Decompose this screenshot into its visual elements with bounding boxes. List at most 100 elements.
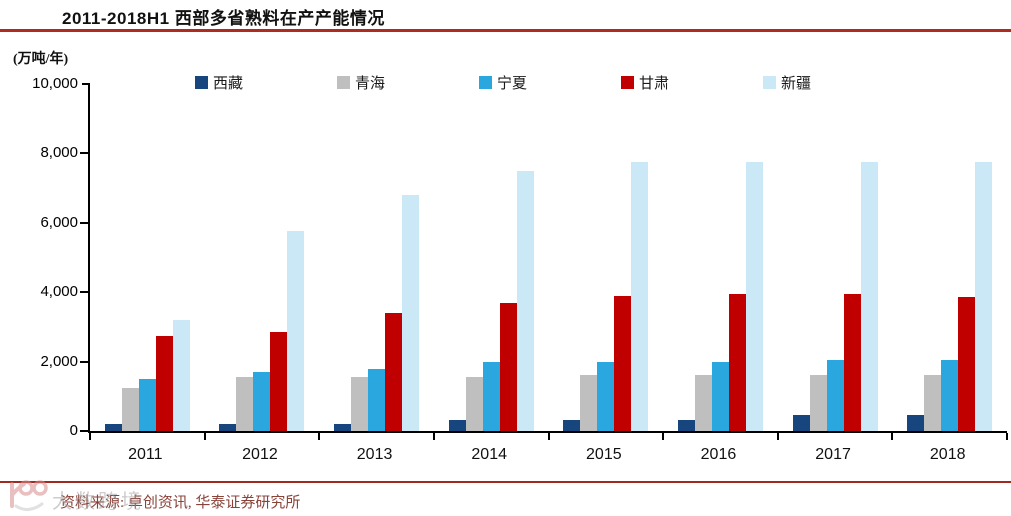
bar-新疆-2017 [860, 162, 878, 431]
chart-title: 2011-2018H1 西部多省熟料在产产能情况 [62, 9, 385, 28]
y-axis-tick [82, 83, 90, 85]
x-axis-tick [776, 433, 779, 440]
bar-宁夏-2011 [138, 378, 156, 431]
x-axis-tick [89, 433, 91, 440]
legend-swatch-icon [621, 76, 634, 89]
x-axis-labels: 2011 2012 2013 2014 2015 2016 2017 2018 [88, 446, 1005, 464]
bar-新疆-2018 [975, 162, 993, 431]
bar-group-2015 [549, 84, 664, 431]
bar-西藏-2011 [104, 424, 122, 431]
bar-青海-2017 [809, 375, 827, 431]
chart-legend: 西藏 青海 宁夏 甘肃 新疆 [195, 72, 905, 93]
legend-swatch-icon [195, 76, 208, 89]
bar-宁夏-2017 [826, 359, 844, 431]
legend-item-5: 新疆 [763, 72, 905, 93]
bar-group-2018 [892, 84, 1007, 431]
bar-新疆-2012 [287, 231, 305, 431]
y-axis-tick [80, 152, 88, 155]
legend-item-1: 西藏 [195, 72, 337, 93]
bar-甘肃-2012 [270, 332, 288, 431]
legend-label: 宁夏 [497, 76, 528, 92]
bar-甘肃-2013 [385, 313, 403, 431]
bar-甘肃-2017 [843, 293, 861, 431]
y-axis-tick [80, 291, 88, 294]
bar-新疆-2014 [516, 170, 534, 431]
x-axis-tick [547, 433, 550, 440]
legend-label: 甘肃 [639, 76, 670, 92]
bar-groups [90, 84, 1007, 431]
bar-group-2012 [205, 84, 320, 431]
bar-西藏-2013 [334, 424, 352, 431]
x-axis-tick [1006, 433, 1008, 440]
x-axis-tick [891, 433, 894, 440]
x-axis-label-2013: 2013 [356, 446, 393, 463]
bar-青海-2016 [694, 375, 712, 431]
y-axis-tick-label: 4,000 [40, 283, 78, 301]
x-axis-label-2016: 2016 [700, 446, 737, 463]
legend-swatch-icon [337, 76, 350, 89]
legend-swatch-icon [763, 76, 776, 89]
bar-宁夏-2014 [482, 361, 500, 431]
bar-甘肃-2014 [499, 302, 517, 431]
bar-新疆-2015 [631, 162, 649, 431]
legend-item-2: 青海 [337, 72, 479, 93]
x-axis-tick [203, 433, 206, 440]
bar-宁夏-2013 [368, 368, 386, 431]
y-axis-tick-label: 0 [69, 422, 78, 439]
legend-label: 新疆 [781, 76, 812, 92]
bar-甘肃-2015 [614, 295, 632, 431]
legend-item-3: 宁夏 [479, 72, 621, 93]
x-axis-label-2014: 2014 [471, 446, 507, 463]
bar-新疆-2016 [745, 162, 763, 431]
bar-青海-2018 [924, 375, 942, 431]
bar-青海-2012 [236, 377, 254, 431]
y-axis-tick-label: 8,000 [40, 144, 78, 162]
bar-西藏-2018 [907, 415, 925, 431]
bar-西藏-2016 [677, 419, 695, 431]
legend-label: 西藏 [213, 76, 244, 92]
y-axis-tick [80, 221, 88, 224]
x-axis-tick [318, 433, 321, 440]
x-axis-label-2012: 2012 [242, 446, 278, 463]
bar-新疆-2011 [172, 319, 190, 431]
footer-divider-line [0, 481, 1011, 483]
bar-西藏-2012 [219, 424, 237, 431]
bar-宁夏-2016 [711, 361, 729, 431]
bar-group-2017 [778, 84, 893, 431]
legend-item-4: 甘肃 [621, 72, 763, 93]
y-axis-tick [80, 430, 88, 432]
watermark-text: 大数跨境 [52, 491, 144, 513]
bar-甘肃-2018 [958, 297, 976, 431]
bar-甘肃-2011 [155, 335, 173, 431]
bar-group-2013 [319, 84, 434, 431]
watermark-logo-icon [10, 480, 48, 511]
bar-青海-2014 [465, 377, 483, 431]
bar-青海-2013 [351, 377, 369, 431]
x-axis-label-2018: 2018 [929, 446, 966, 463]
x-axis-label-2017: 2017 [815, 446, 851, 463]
bar-宁夏-2018 [941, 359, 959, 431]
y-axis-unit-label: (万吨/年) [13, 52, 69, 67]
bar-西藏-2015 [563, 419, 581, 431]
plot-area: 10,000 8,000 6,000 4,000 2,000 0 [32, 75, 1008, 440]
x-axis-tick [662, 433, 665, 440]
bar-group-2016 [663, 84, 778, 431]
bar-青海-2011 [121, 387, 139, 431]
x-axis-tick [432, 433, 435, 440]
bar-宁夏-2012 [253, 372, 271, 431]
bar-青海-2015 [580, 375, 598, 431]
y-axis-tick [80, 360, 88, 363]
source-note: 资料来源: 卓创资讯, 华泰证券研究所 [60, 495, 301, 511]
bar-group-2011 [90, 84, 205, 431]
bar-group-2014 [434, 84, 549, 431]
bar-宁夏-2015 [597, 361, 615, 431]
x-axis-label-2011: 2011 [128, 446, 163, 463]
y-axis-tick-label: 6,000 [40, 213, 78, 231]
bar-甘肃-2016 [728, 293, 746, 431]
bar-新疆-2013 [402, 195, 420, 431]
title-divider-line [0, 29, 1011, 32]
y-axis-tick-label: 10,000 [32, 75, 78, 92]
y-axis-tick-label: 2,000 [40, 352, 78, 370]
bar-西藏-2017 [792, 415, 810, 431]
